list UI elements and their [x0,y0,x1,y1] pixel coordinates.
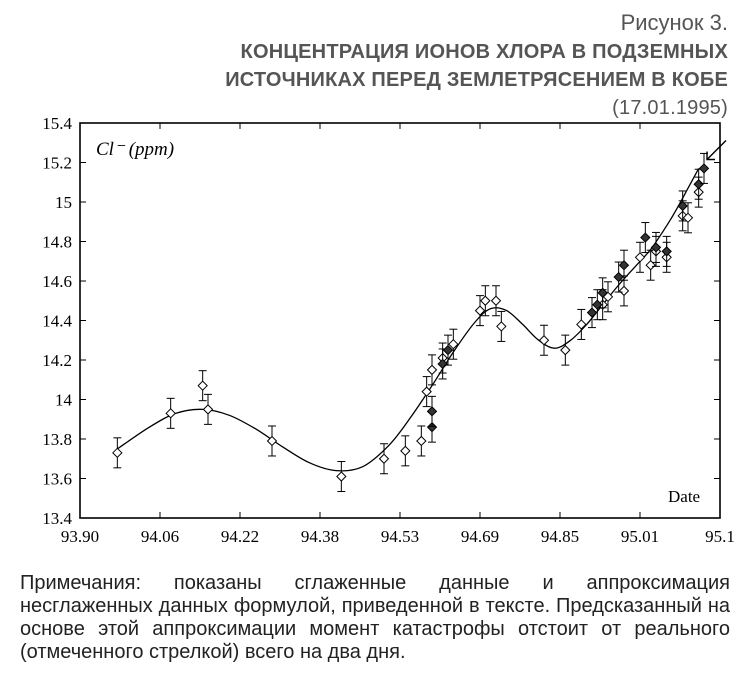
raw-point [586,297,598,329]
raw-point [698,152,710,184]
smoothed-point [560,334,571,366]
raw-point [661,235,672,267]
y-tick-label: 15.4 [42,114,72,133]
smoothed-point [474,295,486,327]
y-tick-label: 13.8 [42,430,72,449]
y-tick-label: 15.2 [42,154,72,173]
x-tick-label: 95.1 [705,527,735,546]
raw-point [650,231,662,263]
y-tick-label: 13.6 [42,470,72,489]
figure-title: КОНЦЕНТРАЦИЯ ИОНОВ ХЛОРА В ПОДЗЕМНЫХ ИСТ… [108,38,728,122]
raw-point [640,222,651,254]
y-tick-label: 14.2 [42,351,72,370]
smoothed-point [378,443,390,475]
y-tick-label: 14 [55,391,73,410]
smoothed-point [202,393,214,425]
smoothed-point [496,310,507,342]
smoothed-point [421,376,432,408]
smoothed-point [645,249,656,281]
y-axis: 13.4 13.6 13.8 14 14.2 14.4 14.6 14.8 15 15.2 15.4 [42,114,720,528]
smoothed-point [197,370,208,402]
series-label: Cl⁻ (ppm) [96,139,174,160]
smoothed-point [682,202,694,234]
x-tick-label: 93.90 [61,527,99,546]
raw-point [618,249,630,281]
raw-point [677,190,688,222]
raw-point [426,395,438,427]
figure-notes: Примечания: показаны сглаженные данные и… [20,572,730,663]
x-tick-label: 94.69 [461,527,499,546]
x-axis-label: Date [668,487,700,506]
y-tick-label: 14.6 [42,272,72,291]
raw-point [442,334,454,366]
smoothed-point [336,461,347,493]
figure-label: Рисунок 3. [620,10,728,35]
figure-title-text: КОНЦЕНТРАЦИЯ ИОНОВ ХЛОРА В ПОДЗЕМНЫХ ИСТ… [225,41,728,91]
plot-frame [79,122,721,519]
smoothed-point [480,285,491,317]
y-tick-label: 14.8 [42,233,72,252]
y-tick-label: 15 [55,193,72,212]
raw-point [597,277,608,309]
smoothed-point [490,285,502,317]
data-points [112,152,710,493]
x-tick-label: 94.53 [381,527,419,546]
x-tick-label: 94.38 [301,527,339,546]
x-tick-label: 95.01 [621,527,659,546]
x-tick-label: 94.22 [221,527,259,546]
fit-curve [116,168,700,472]
smoothed-point [576,308,587,340]
earthquake-arrow-icon [706,140,727,161]
smoothed-point [416,425,427,457]
x-axis: 93.90 94.06 94.22 94.38 94.53 94.69 94.85 95.01… [61,123,735,546]
chlorine-chart: 13.4 13.6 13.8 14 14.2 14.4 14.6 14.8 15 15.2 15.4… [42,114,735,546]
figure-title-dates: (17.01.1995) [612,97,728,119]
raw-point [592,289,603,321]
smoothed-point [112,437,123,469]
smoothed-point [448,328,459,360]
raw-point [613,261,624,293]
smoothed-point [266,425,278,457]
smoothed-point [426,354,438,386]
y-tick-label: 14.4 [42,312,72,331]
smoothed-point [538,324,550,356]
smoothed-point [634,241,646,273]
x-tick-label: 94.85 [541,527,579,546]
x-tick-label: 94.06 [141,527,179,546]
smoothed-point [165,397,176,429]
smoothed-point [400,435,411,467]
y-tick-label: 13.4 [42,509,72,528]
